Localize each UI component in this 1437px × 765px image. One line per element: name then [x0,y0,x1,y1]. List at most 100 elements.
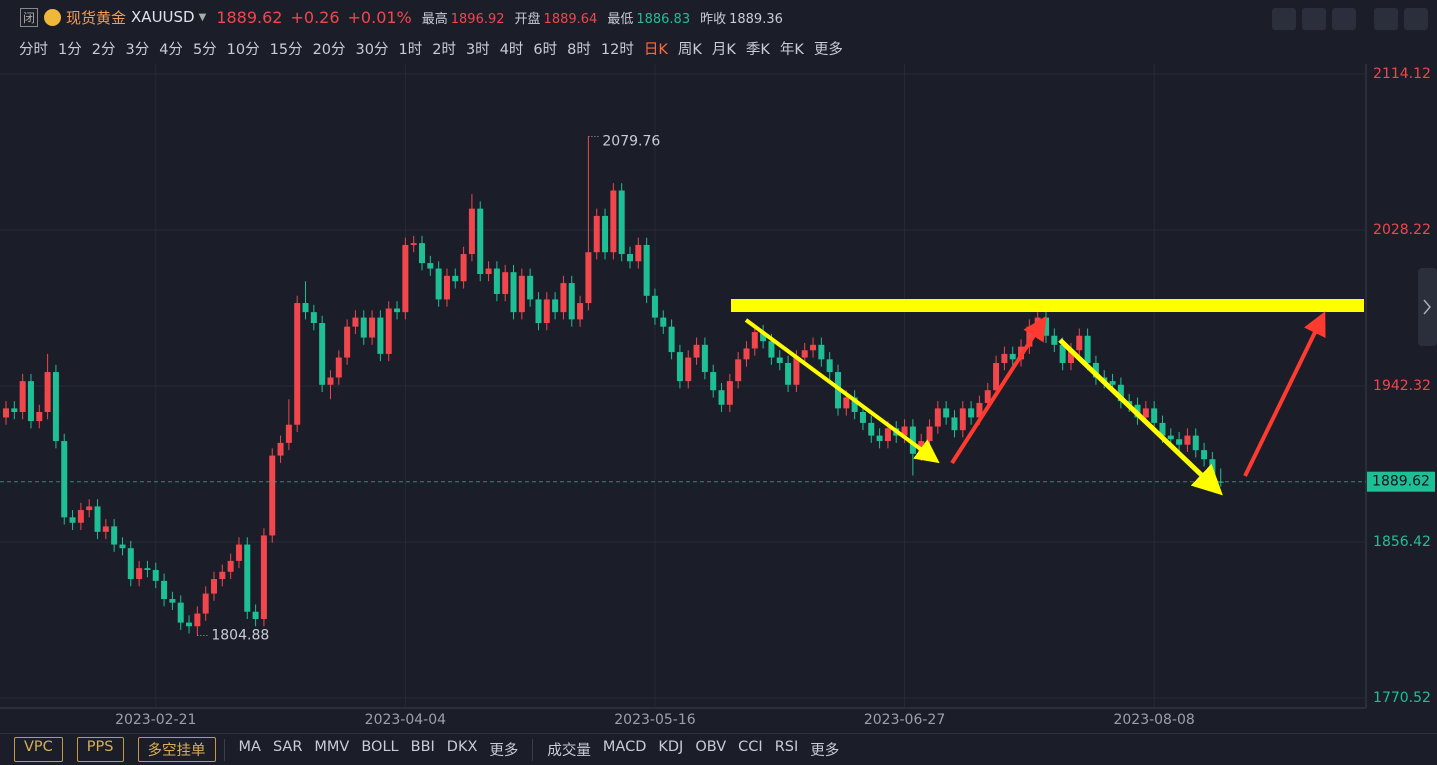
indicator[interactable]: 更多 [489,743,519,759]
chevron [1423,299,1431,315]
candle-body [502,272,509,294]
interval[interactable]: 5分 [192,41,217,58]
interval[interactable]: 日K [643,41,668,58]
interval[interactable]: 3时 [465,41,490,58]
indicator[interactable]: MACD [602,739,647,755]
candle-body [876,435,883,442]
interval[interactable]: 3分 [125,41,150,58]
interval[interactable]: 1分 [58,41,82,58]
candle-body [627,254,633,262]
change-pct: +0.01% [347,7,412,27]
x-tick-label: 2023-06-27 [864,712,945,728]
tool-button[interactable] [1272,8,1296,30]
price: 1889.62 [216,7,283,27]
interval[interactable]: 10分 [226,41,260,58]
candle-body [77,510,84,523]
candle-body [385,308,392,354]
tool-button[interactable]: PPS [76,737,124,762]
indicator[interactable]: KDJ [658,739,684,755]
candle-body [369,317,376,338]
interval[interactable]: 周K [677,41,702,58]
interval[interactable]: 4时 [499,41,524,58]
interval[interactable]: 6时 [533,41,558,58]
candle-body [435,268,442,300]
indicator[interactable]: MA [238,739,261,755]
stat-label: 最低 [607,11,634,27]
indicator[interactable]: 成交量 [547,743,591,759]
candle-body [760,332,767,342]
candle-body [543,299,550,324]
interval[interactable]: 15分 [269,41,303,58]
side-toggle[interactable] [1418,268,1437,346]
interval[interactable]: 年K [779,41,804,58]
tool-button[interactable] [1302,8,1326,30]
candle-body [668,326,675,353]
candle-body [943,408,950,418]
candle-body [477,208,484,275]
interval[interactable]: 20分 [312,41,346,58]
candle-body [602,215,609,253]
candle-body [1092,362,1099,378]
indicator[interactable]: 更多 [810,743,840,759]
last-price-label: 1889.62 [1372,474,1430,490]
candle-body [11,408,18,413]
tool-button[interactable] [1374,8,1398,30]
candle-body [285,424,292,443]
candle-body [643,244,650,296]
y-tick-label: 2114.12 [1373,66,1431,82]
candle-body [493,268,500,294]
indicator[interactable]: BBI [410,739,435,755]
interval[interactable]: 12时 [600,41,634,58]
candle-body [693,344,700,358]
candle-body [1184,435,1191,445]
candle-body [302,303,309,313]
interval[interactable]: 更多 [813,41,843,58]
candle-body [934,408,941,427]
candle-body [211,579,217,594]
candle-body [344,326,351,358]
close-button[interactable] [1404,8,1428,30]
footer: VPC PPS 多空挂单 MA SAR MMV BOLL BBI DKX 更多 成交量 MACD KDJ… [0,733,1437,765]
interval[interactable]: 8时 [567,41,591,58]
interval[interactable]: 4分 [159,41,183,58]
indicator[interactable]: OBV [695,739,727,755]
candle-body [851,397,858,413]
candle-body [1159,422,1166,436]
candle-body [676,352,683,382]
indicator[interactable]: CCI [738,739,763,755]
indicator[interactable]: RSI [774,739,799,755]
name: 现货黄金 [66,8,127,27]
stat-value: 1889.64 [543,11,598,27]
interval[interactable]: 月K [711,41,736,58]
stat-value: 1889.36 [729,11,783,27]
interval[interactable]: 1时 [398,41,423,58]
tool-button[interactable]: 多空挂单 [137,737,216,762]
interval-bar: 分时 1分 2分 3分 4分 5分 10分 15分 20分 30分 1时 2时 3时 4时 6时 8时 12时日… [14,36,848,60]
interval[interactable]: 30分 [355,41,389,58]
interval[interactable]: 2时 [432,41,456,58]
tool-button[interactable] [1332,8,1356,30]
x-tick-label: 2023-02-21 [115,712,196,728]
dropdown-caret[interactable]: ▼ [198,11,207,23]
indicator[interactable]: MMV [314,739,350,755]
interval[interactable]: 2分 [91,41,116,58]
candle-body [818,344,825,360]
candle-body [535,299,542,324]
interval[interactable]: 季K [745,41,770,58]
candle-body [1067,350,1074,363]
coin-icon [44,8,62,26]
candle-body [352,317,359,327]
indicator[interactable]: SAR [272,739,303,755]
candle-body [660,317,667,327]
indicator[interactable]: BOLL [361,739,399,755]
tool-button[interactable]: VPC [14,737,63,762]
candle-body [1084,335,1091,363]
arrow [950,315,1047,465]
candle-body [635,244,642,262]
candle-body [377,317,384,354]
low-label: 1804.88 [211,628,269,644]
high-label: 2079.76 [602,133,660,149]
interval[interactable]: 分时 [19,41,48,58]
indicator[interactable]: DKX [446,739,478,755]
stat-label: 最高 [421,11,448,27]
